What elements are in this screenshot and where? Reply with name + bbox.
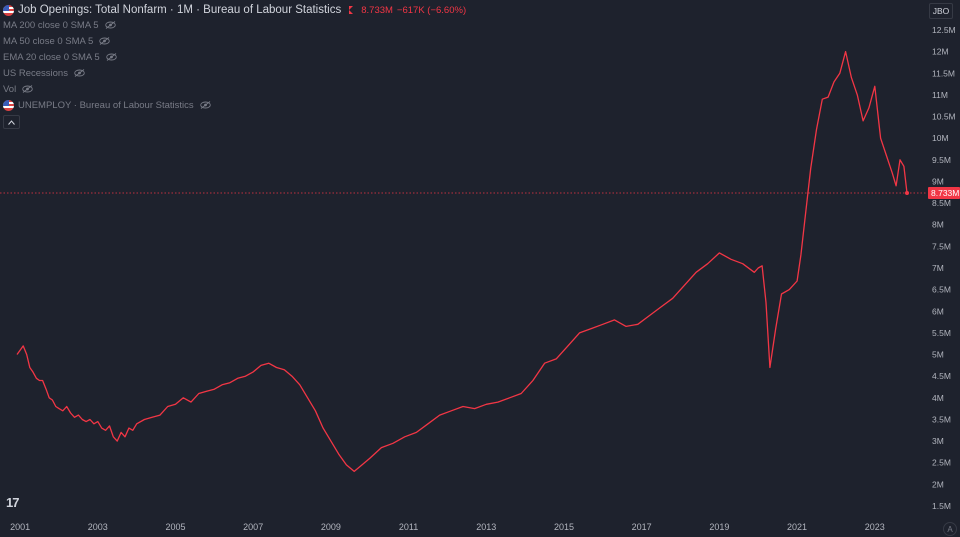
y-tick-label: 11.5M	[932, 68, 955, 78]
x-tick-label: 2015	[554, 522, 574, 532]
indicator-list: MA 200 close 0 SMA 5 MA 50 close 0 SMA 5 E…	[3, 17, 466, 113]
x-tick-label: 2023	[865, 522, 885, 532]
eye-icon[interactable]	[105, 53, 117, 61]
y-tick-label: 4M	[932, 393, 944, 403]
tradingview-logo-icon: 17	[6, 495, 20, 510]
us-flag-icon	[3, 4, 14, 16]
eye-icon[interactable]	[22, 85, 33, 93]
series-title: Job Openings: Total Nonfarm · 1M · Burea…	[18, 4, 342, 16]
axis-symbol-button[interactable]: JBO	[929, 3, 953, 19]
price-label: 8.733M	[931, 188, 959, 198]
indicator-row[interactable]: MA 200 close 0 SMA 5	[3, 17, 466, 33]
y-tick-label: 3.5M	[932, 414, 951, 424]
x-tick-label: 2001	[10, 522, 30, 532]
last-value: 8.733M	[361, 4, 393, 16]
series-line[interactable]	[16, 50, 908, 473]
y-tick-label: 5M	[932, 350, 944, 360]
x-tick-label: 2013	[476, 522, 496, 532]
y-tick-label: 11M	[932, 90, 948, 100]
x-tick-label: 2011	[399, 522, 418, 532]
y-tick-label: 6M	[932, 306, 944, 316]
y-tick-label: 2M	[932, 479, 944, 489]
x-tick-label: 2003	[88, 522, 108, 532]
chevron-up-icon	[8, 119, 15, 125]
x-tick-label: 2021	[787, 522, 807, 532]
y-tick-label: 7.5M	[932, 241, 951, 251]
indicator-row[interactable]: EMA 20 close 0 SMA 5	[3, 49, 466, 65]
y-tick-label: 1.5M	[932, 501, 951, 511]
y-tick-label: 12M	[932, 47, 949, 57]
x-axis[interactable]: 2001 2003 2005 2007 2009 2011 2013 2015 2017 2019…	[10, 522, 885, 532]
change-value: −617K (−6.60%)	[396, 4, 467, 16]
y-tick-label: 9M	[932, 176, 944, 186]
eye-icon[interactable]	[104, 21, 116, 29]
plot-area[interactable]: 8.733M	[0, 50, 960, 473]
y-tick-label: 4.5M	[932, 371, 951, 381]
indicator-row[interactable]: US Recessions	[3, 65, 466, 81]
y-tick-label: 7M	[932, 263, 944, 273]
indicator-row[interactable]: Vol	[3, 81, 466, 97]
y-tick-label: 6.5M	[932, 285, 951, 295]
y-tick-label: 5.5M	[932, 328, 951, 338]
x-tick-label: 2009	[321, 522, 341, 532]
price-label-bg	[928, 187, 960, 200]
eye-icon[interactable]	[74, 69, 85, 77]
y-tick-label: 3M	[932, 436, 944, 446]
us-flag-icon	[3, 99, 14, 111]
indicator-label: EMA 20 close 0 SMA 5	[3, 51, 100, 63]
x-tick-label: 2019	[709, 522, 729, 532]
y-tick-label: 8M	[932, 220, 944, 230]
x-tick-label: 2007	[243, 522, 263, 532]
y-tick-label: 8.5M	[932, 198, 951, 208]
indicator-row[interactable]: UNEMPLOY · Bureau of Labour Statistics	[3, 97, 466, 113]
x-tick-label: 2005	[165, 522, 185, 532]
y-tick-label: 12.5M	[932, 25, 956, 35]
y-tick-label: 9.5M	[932, 155, 951, 165]
collapse-legend-button[interactable]	[3, 115, 20, 129]
x-tick-label: 2017	[632, 522, 652, 532]
indicator-label: US Recessions	[3, 67, 68, 79]
eye-icon[interactable]	[99, 37, 111, 45]
y-tick-label: 10M	[932, 133, 949, 143]
legend: Job Openings: Total Nonfarm · 1M · Burea…	[3, 3, 466, 129]
flag-marker-icon	[349, 6, 354, 14]
eye-icon[interactable]	[199, 101, 211, 109]
last-point[interactable]	[905, 191, 909, 196]
indicator-label: Vol	[3, 83, 17, 95]
indicator-row[interactable]: MA 50 close 0 SMA 5	[3, 33, 466, 49]
auto-scale-button[interactable]: A	[943, 522, 957, 536]
y-tick-label: 10.5M	[932, 112, 956, 122]
y-tick-label: 2.5M	[932, 458, 951, 468]
indicator-label: MA 50 close 0 SMA 5	[3, 35, 94, 47]
y-axis[interactable]: 12.5M 12M 11.5M 11M 10.5M 10M 9.5M 9M 8.5M 8M 7.5M…	[932, 25, 956, 511]
indicator-label: UNEMPLOY · Bureau of Labour Statistics	[18, 99, 194, 111]
indicator-label: MA 200 close 0 SMA 5	[3, 19, 99, 31]
legend-title-row[interactable]: Job Openings: Total Nonfarm · 1M · Burea…	[3, 3, 466, 17]
